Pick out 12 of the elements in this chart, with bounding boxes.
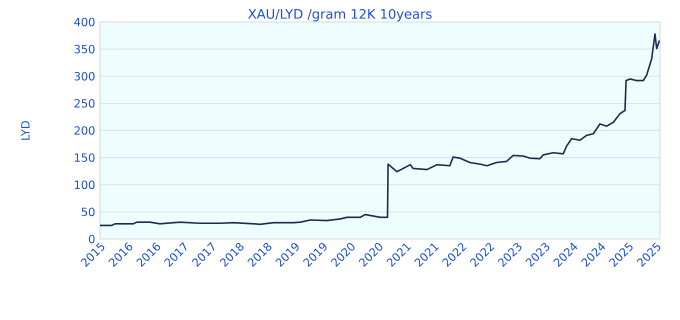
y-tick-label: 250 <box>74 99 95 108</box>
y-tick-label: 200 <box>74 126 95 135</box>
y-tick-label: 0 <box>88 234 95 244</box>
y-tick-label: 300 <box>74 72 95 81</box>
y-tick-label: 100 <box>74 180 95 190</box>
y-tick-label: 150 <box>74 153 95 162</box>
y-tick-label: 350 <box>74 44 95 54</box>
y-tick-label: 50 <box>82 208 95 216</box>
chart-title: XAU/LYD /gram 12K 10years <box>248 8 432 22</box>
line-series <box>99 33 660 226</box>
y-tick-label: 400 <box>74 18 95 26</box>
y-axis-title: LYD <box>21 121 30 140</box>
